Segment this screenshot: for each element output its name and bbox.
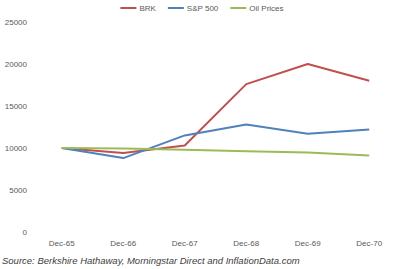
x-tick-label: Dec-68 xyxy=(233,239,259,248)
legend-label: Oil Prices xyxy=(249,4,283,13)
y-tick-label: 15000 xyxy=(5,102,28,111)
y-tick-label: 5000 xyxy=(9,186,27,195)
legend-swatch xyxy=(168,7,184,9)
y-tick xyxy=(28,232,31,233)
y-tick-label: 25000 xyxy=(5,18,28,27)
y-tick-label: 0 xyxy=(23,228,28,237)
y-tick xyxy=(28,106,31,107)
legend-item: S&P 500 xyxy=(168,4,219,13)
y-tick xyxy=(28,190,31,191)
source-note: Source: Berkshire Hathaway, Morningstar … xyxy=(2,255,300,266)
x-tick-label: Dec-69 xyxy=(295,239,321,248)
series-line xyxy=(62,64,370,153)
y-tick xyxy=(28,64,31,65)
series-line xyxy=(62,148,370,156)
chart-svg: 0 5000 10000 15000 20000 25000 Dec-65 Dec-66 Dec… xyxy=(0,0,404,269)
y-tick xyxy=(28,148,31,149)
legend-label: BRK xyxy=(139,4,156,13)
legend-item: BRK xyxy=(120,4,156,13)
series-line xyxy=(62,124,370,158)
x-tick-label: Dec-66 xyxy=(110,239,136,248)
legend: BRK S&P 500 Oil Prices xyxy=(120,4,283,13)
y-tick xyxy=(28,22,31,23)
legend-swatch xyxy=(120,7,136,9)
legend-item: Oil Prices xyxy=(230,4,283,13)
legend-label: S&P 500 xyxy=(187,4,219,13)
legend-swatch xyxy=(230,7,246,9)
chart-container: 0 5000 10000 15000 20000 25000 Dec-65 Dec-66 Dec… xyxy=(0,0,404,269)
x-tick-label: Dec-67 xyxy=(172,239,198,248)
x-tick-label: Dec-65 xyxy=(49,239,75,248)
y-tick-label: 10000 xyxy=(5,144,28,153)
plot-area xyxy=(62,64,370,158)
x-tick-label: Dec-70 xyxy=(356,239,382,248)
y-tick-label: 20000 xyxy=(5,60,28,69)
